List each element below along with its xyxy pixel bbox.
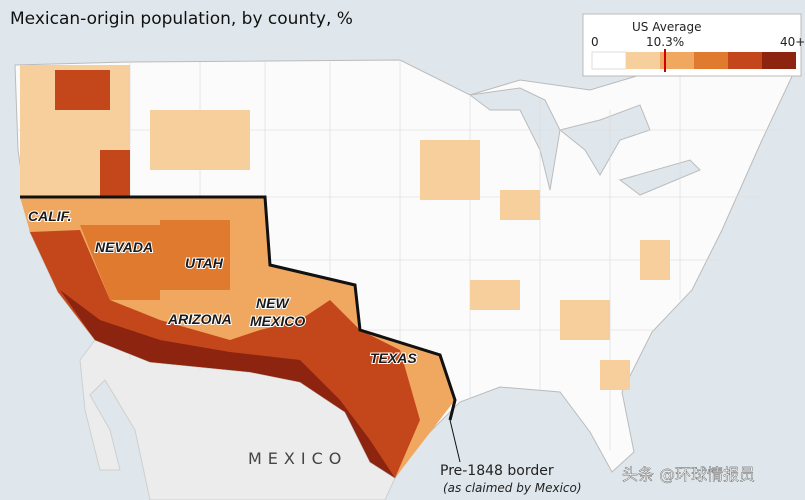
- legend-swatch: [694, 52, 728, 69]
- border-region: [60, 290, 395, 478]
- legend-label: 40+: [780, 35, 805, 49]
- legend-swatch: [660, 52, 694, 69]
- annotation-text: (as claimed by Mexico): [443, 481, 582, 495]
- great-lakes: [468, 87, 701, 196]
- country-label: MEXICO: [248, 449, 347, 468]
- legend-swatch: [626, 52, 660, 69]
- legend-title: US Average: [632, 20, 702, 34]
- legend-label: 0: [591, 35, 599, 49]
- state-label: CALIF.: [28, 208, 72, 224]
- legend-swatch: [762, 52, 796, 69]
- state-label: UTAH: [185, 255, 224, 271]
- state-label: TEXAS: [370, 350, 417, 366]
- state-label: MEXICO: [250, 313, 305, 329]
- pre-1848-border: [20, 195, 457, 421]
- northwest-dark: [55, 70, 130, 197]
- mid-region: [80, 220, 230, 300]
- annotation-leader: [449, 419, 461, 463]
- legend: US Average 0 10.3% 40+: [582, 13, 805, 77]
- legend-swatch: [728, 52, 762, 69]
- state-label: NEVADA: [95, 239, 153, 255]
- watermark: 头条 @环球情报员: [622, 465, 755, 484]
- legend-label: 10.3%: [646, 35, 684, 49]
- state-label: NEW: [256, 295, 290, 311]
- state-label: ARIZONA: [167, 311, 232, 327]
- title: Mexican-origin population, by county, %: [10, 9, 353, 29]
- legend-swatch: [591, 51, 627, 70]
- annotation-text: Pre-1848 border: [440, 463, 554, 479]
- light-counties: [150, 110, 670, 390]
